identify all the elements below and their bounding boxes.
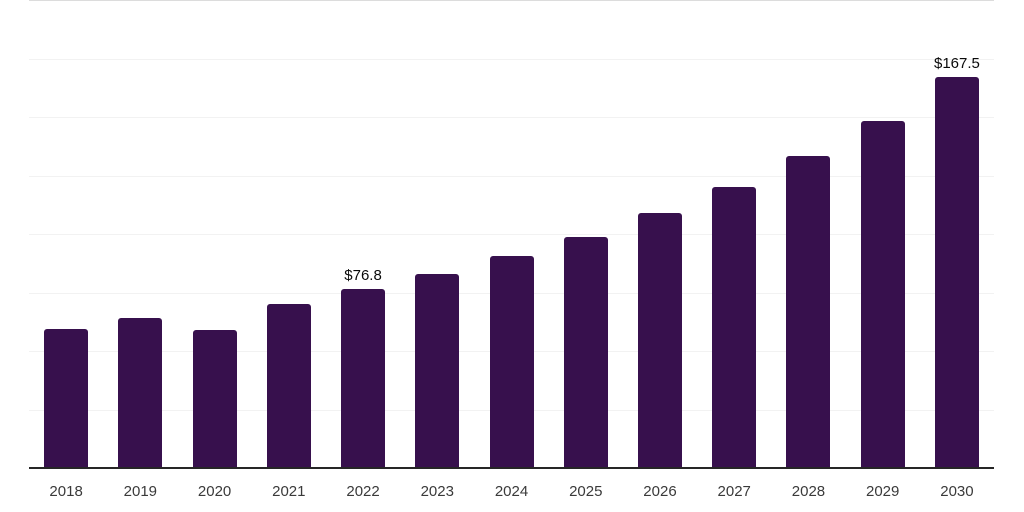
bar-value-label: $76.8 (344, 267, 382, 285)
bar (786, 155, 831, 469)
bar-slot (697, 1, 771, 469)
x-tick-label: 2023 (420, 483, 454, 500)
bar-slot: $167.5 (920, 1, 994, 469)
gridline (29, 58, 994, 60)
bar (44, 329, 89, 469)
bars-container: $76.8 $167.5 (29, 1, 994, 469)
bar-slot (252, 1, 326, 469)
x-tick-label: 2027 (717, 483, 751, 500)
x-tick-label: 2018 (49, 483, 83, 500)
bar-slot (29, 1, 103, 469)
bar-slot (771, 1, 845, 469)
bar (266, 304, 311, 469)
bar (489, 256, 534, 469)
bar (341, 289, 386, 469)
bar-slot (474, 1, 548, 469)
x-axis-tick-labels: 2018 2019 2020 2021 2022 2023 2024 2025 2026 2027… (29, 483, 994, 500)
bar (637, 213, 682, 469)
bar-value-label: $167.5 (933, 55, 980, 73)
bar (934, 77, 979, 469)
bar-slot (623, 1, 697, 469)
gridline (29, 234, 994, 235)
plot-area: $76.8 $167.5 (29, 0, 994, 469)
x-tick-label: 2026 (643, 483, 677, 500)
bar (415, 274, 460, 469)
top-gridline (29, 0, 994, 1)
bar-slot (400, 1, 474, 469)
x-tick-label: 2024 (494, 483, 529, 500)
x-tick-label: 2021 (272, 483, 306, 500)
gridline (29, 175, 994, 177)
x-axis-line (29, 467, 994, 469)
x-tick-label: 2025 (569, 483, 603, 500)
x-tick-label: 2028 (791, 483, 826, 500)
x-tick-label: 2029 (866, 483, 900, 500)
bar (118, 318, 163, 469)
bar (712, 187, 757, 469)
bar (563, 236, 608, 469)
x-tick-label: 2030 (940, 483, 974, 500)
x-tick-label: 2019 (123, 483, 158, 500)
bar (192, 330, 237, 469)
x-tick-label: 2022 (346, 483, 380, 500)
gridline (29, 117, 994, 118)
bar-slot (177, 1, 251, 469)
bar-slot: $76.8 (326, 1, 400, 469)
bar-slot (846, 1, 920, 469)
x-tick-label: 2020 (197, 483, 232, 500)
bar (860, 120, 905, 469)
bar-slot (103, 1, 177, 469)
bar-slot (549, 1, 623, 469)
